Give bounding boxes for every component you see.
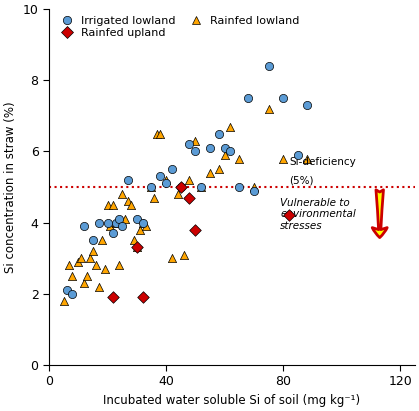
Rainfed lowland [119, 191, 126, 197]
Rainfed lowland [84, 272, 91, 279]
Rainfed lowland [280, 155, 287, 162]
Rainfed lowland [131, 237, 137, 244]
Irrigated lowland [177, 184, 184, 190]
Irrigated lowland [134, 216, 140, 222]
Rainfed lowland [87, 255, 93, 261]
Rainfed upland [186, 194, 193, 201]
Rainfed lowland [142, 223, 149, 229]
Rainfed lowland [157, 130, 163, 137]
Rainfed lowland [60, 298, 67, 304]
Rainfed lowland [215, 166, 222, 173]
Irrigated lowland [139, 219, 146, 226]
Rainfed lowland [154, 130, 160, 137]
Rainfed lowland [69, 272, 76, 279]
Rainfed lowland [110, 201, 117, 208]
Rainfed upland [110, 294, 117, 300]
Irrigated lowland [186, 141, 193, 148]
Irrigated lowland [63, 287, 70, 293]
Rainfed lowland [198, 184, 204, 190]
Rainfed lowland [236, 155, 243, 162]
Rainfed lowland [221, 152, 228, 158]
X-axis label: Incubated water soluble Si of soil (mg kg⁻¹): Incubated water soluble Si of soil (mg k… [103, 394, 360, 407]
Irrigated lowland [157, 173, 163, 180]
Rainfed upland [177, 184, 184, 190]
Y-axis label: Si concentration in straw (%): Si concentration in straw (%) [4, 101, 17, 273]
Rainfed lowland [192, 138, 199, 144]
Irrigated lowland [104, 219, 111, 226]
Rainfed upland [139, 294, 146, 300]
Irrigated lowland [168, 166, 175, 173]
Text: Si-deficiency: Si-deficiency [289, 157, 356, 167]
Rainfed lowland [98, 237, 105, 244]
Rainfed lowland [116, 262, 123, 268]
Rainfed lowland [227, 123, 234, 130]
Irrigated lowland [96, 219, 102, 226]
Rainfed lowland [66, 262, 73, 268]
Irrigated lowland [236, 184, 243, 190]
Irrigated lowland [207, 145, 213, 151]
Rainfed lowland [148, 184, 155, 190]
Rainfed lowland [207, 169, 213, 176]
Rainfed lowland [186, 177, 193, 183]
Irrigated lowland [251, 187, 257, 194]
Irrigated lowland [69, 291, 76, 297]
Irrigated lowland [215, 130, 222, 137]
Irrigated lowland [192, 148, 199, 155]
Rainfed lowland [107, 223, 114, 229]
Rainfed lowland [128, 201, 134, 208]
Irrigated lowland [295, 152, 301, 158]
Rainfed lowland [125, 198, 132, 205]
Irrigated lowland [90, 237, 96, 244]
Irrigated lowland [163, 180, 169, 187]
Irrigated lowland [110, 230, 117, 237]
Irrigated lowland [245, 95, 251, 102]
Legend: Irrigated lowland, Rainfed upland, Rainfed lowland: Irrigated lowland, Rainfed upland, Rainf… [54, 15, 301, 39]
Irrigated lowland [113, 219, 120, 226]
Rainfed lowland [93, 262, 99, 268]
Rainfed lowland [174, 191, 181, 197]
Irrigated lowland [280, 95, 287, 102]
Irrigated lowland [148, 184, 155, 190]
Rainfed lowland [139, 219, 146, 226]
Irrigated lowland [116, 216, 123, 222]
Rainfed lowland [151, 194, 158, 201]
Text: (5%): (5%) [289, 175, 313, 185]
Rainfed lowland [265, 106, 272, 112]
Rainfed lowland [104, 201, 111, 208]
Rainfed lowland [96, 283, 102, 290]
Rainfed lowland [113, 219, 120, 226]
Irrigated lowland [198, 184, 204, 190]
Rainfed upland [134, 244, 140, 251]
Irrigated lowland [81, 223, 88, 229]
Rainfed lowland [101, 266, 108, 272]
Rainfed lowland [81, 280, 88, 286]
Rainfed lowland [90, 248, 96, 254]
Rainfed lowland [163, 177, 169, 183]
Rainfed lowland [180, 251, 187, 258]
Rainfed lowland [303, 155, 310, 162]
Irrigated lowland [221, 145, 228, 151]
Rainfed lowland [137, 226, 143, 233]
Rainfed lowland [75, 259, 82, 265]
Text: Vulnerable to
environmental
stresses: Vulnerable to environmental stresses [280, 198, 356, 231]
Irrigated lowland [125, 177, 132, 183]
Irrigated lowland [265, 63, 272, 69]
Rainfed lowland [78, 255, 85, 261]
Rainfed lowland [251, 184, 257, 190]
Irrigated lowland [303, 102, 310, 109]
Rainfed lowland [168, 255, 175, 261]
Rainfed lowland [122, 216, 129, 222]
Rainfed upland [286, 212, 292, 219]
Irrigated lowland [119, 223, 126, 229]
Rainfed upland [192, 226, 199, 233]
Rainfed lowland [134, 244, 140, 251]
Irrigated lowland [227, 148, 234, 155]
